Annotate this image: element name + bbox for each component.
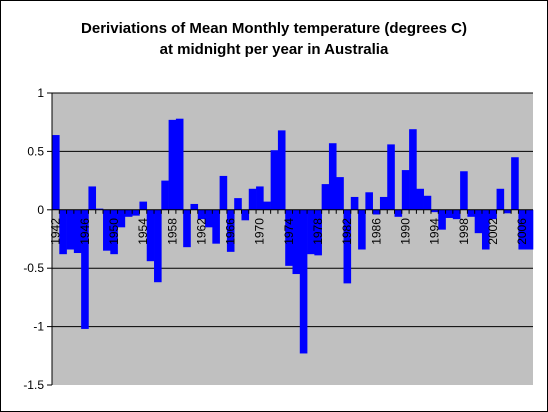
bars [52, 118, 534, 354]
y-tick-label: -1 [33, 320, 44, 334]
bar-1978 [314, 209, 322, 256]
x-tick-label: 1958 [165, 218, 179, 245]
bar-1961 [190, 203, 199, 210]
x-tick-label: 1990 [399, 218, 413, 245]
bar-1981 [336, 177, 344, 210]
bar-1987 [379, 196, 388, 210]
x-tick-label: 1978 [311, 218, 325, 245]
chart-title-line-2: at midnight per year in Australia [159, 41, 389, 58]
y-tick-label: 0.5 [27, 144, 44, 158]
y-axis-ticks: 1 0.5 0 -0.5 -1 -1.5 [23, 86, 52, 392]
bar-1979 [321, 184, 330, 210]
bar-1954 [139, 201, 148, 210]
bar-1973 [277, 130, 286, 210]
bar-1952 [124, 209, 133, 217]
x-tick-label: 1986 [369, 218, 383, 245]
y-tick-label: -1.5 [23, 378, 44, 392]
bar-1982 [343, 209, 352, 284]
x-axis-ticks: 1942 1946 1950 1954 1958 1962 1966 1970 1974 1978… [49, 209, 529, 245]
bar-1991 [409, 129, 417, 210]
bar-2002 [489, 209, 497, 220]
bar-1985 [365, 192, 373, 210]
bar-1998 [460, 171, 468, 210]
bar-1957 [161, 180, 169, 210]
bar-1984 [358, 209, 366, 250]
chart-title-line-1: Deriviations of Mean Monthly temperature… [81, 20, 467, 37]
bar-2003 [496, 188, 505, 210]
bar-1963 [205, 209, 213, 228]
bar-1974 [285, 209, 293, 266]
chart-title: Deriviations of Mean Monthly temperature… [0, 18, 548, 60]
bar-1986 [372, 209, 381, 215]
bar-1966 [226, 209, 235, 252]
x-tick-label: 1982 [340, 218, 354, 245]
bar-1999 [467, 209, 475, 217]
bar-2000 [474, 209, 483, 234]
bar-1946 [81, 209, 89, 329]
bar-1983 [350, 196, 359, 210]
bar-2004 [503, 209, 512, 214]
x-tick-label: 1950 [107, 218, 121, 245]
bar-1996 [445, 209, 454, 218]
bar-2007 [525, 209, 534, 250]
bar-1950 [110, 209, 118, 255]
bar-1997 [452, 209, 461, 220]
bar-1980 [328, 143, 337, 210]
bar-1942 [52, 135, 60, 210]
bar-1947 [88, 186, 97, 210]
bar-1990 [401, 170, 410, 210]
x-tick-label: 1942 [49, 218, 63, 245]
bar-1949 [103, 209, 111, 251]
bar-1988 [387, 144, 395, 210]
x-tick-label: 2006 [515, 218, 529, 245]
bar-1969 [248, 188, 257, 210]
x-tick-label: 2002 [486, 218, 500, 245]
bar-1995 [438, 209, 446, 230]
x-tick-label: 1966 [224, 218, 238, 245]
bar-1953 [132, 209, 140, 216]
bar-1977 [307, 209, 315, 255]
x-tick-label: 1946 [78, 218, 92, 245]
x-tick-label: 1962 [194, 218, 208, 245]
y-tick-label: 0 [37, 203, 44, 217]
x-tick-label: 1994 [428, 218, 442, 245]
x-tick-label: 1954 [136, 218, 150, 245]
bar-2005 [511, 157, 519, 210]
bar-1955 [146, 209, 155, 262]
bar-1956 [154, 209, 162, 283]
bar-1943 [59, 209, 67, 255]
bar-1970 [256, 186, 264, 210]
bar-1993 [423, 195, 432, 210]
bar-1960 [183, 209, 191, 248]
bar-1976 [299, 209, 308, 354]
bar-1968 [241, 209, 250, 221]
bar-1958 [168, 119, 177, 210]
bar-1992 [416, 188, 424, 210]
bar-1948 [95, 208, 104, 210]
bar-1964 [212, 209, 220, 244]
bar-1951 [117, 209, 126, 228]
bar-1994 [430, 209, 439, 213]
bar-1972 [270, 150, 279, 210]
bar-2001 [481, 209, 490, 250]
bar-1971 [263, 201, 271, 210]
bar-1989 [394, 209, 403, 217]
y-tick-label: -0.5 [23, 261, 44, 275]
bar-1945 [73, 209, 82, 254]
x-tick-label: 1974 [282, 218, 296, 245]
x-tick-label: 1970 [253, 218, 267, 245]
x-tick-label: 1998 [457, 218, 471, 245]
y-tick-label: 1 [37, 86, 44, 100]
bar-1967 [234, 198, 242, 210]
bar-1944 [66, 209, 75, 250]
bar-2006 [518, 209, 527, 250]
bar-1962 [197, 209, 206, 220]
bar-1975 [292, 209, 301, 275]
bar-1959 [175, 118, 184, 210]
bar-1965 [219, 175, 228, 210]
